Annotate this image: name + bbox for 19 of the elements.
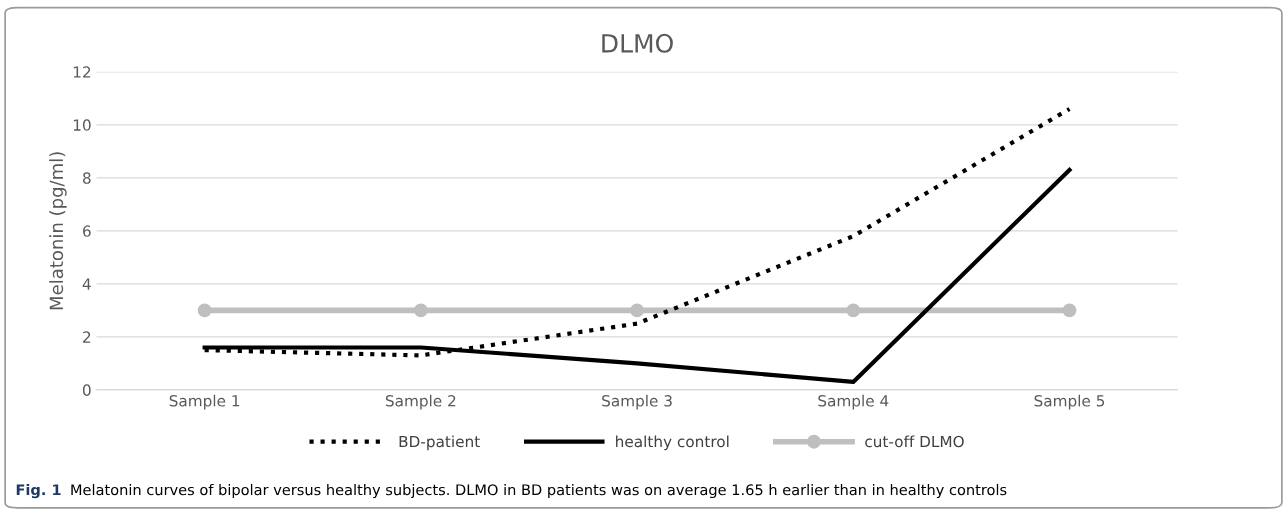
chart-title: DLMO	[602, 33, 673, 53]
y-tick-label: 2	[83, 331, 91, 343]
legend-label: BD-patient	[399, 435, 480, 451]
y-tick-label: 8	[82, 172, 91, 184]
text: Melatonin curves of bipolar versus healthy subjects. DLMO in BD patients was on average 1.65 h earlier than in healthy controls	[71, 483, 1007, 499]
y-tick-label: 6	[83, 225, 91, 237]
y-tick-label: 10	[73, 119, 91, 131]
legend-label: healthy control	[616, 435, 729, 451]
caption: Fig. 1	[16, 483, 61, 499]
y-axis-title: Melatonin (pg/ml)	[49, 152, 67, 310]
y-tick-label: 0	[82, 384, 91, 396]
y-tick-label: 12	[73, 66, 91, 78]
x-tick-label: Sample 5	[1034, 394, 1105, 410]
x-tick-label: Sample 3	[602, 394, 672, 410]
x-tick-label: Sample 2	[385, 394, 456, 410]
y-tick-label: 4	[82, 278, 91, 290]
x-tick-label: Sample 4	[818, 394, 889, 410]
x-tick-label: Sample 1	[169, 394, 240, 410]
legend-label: cut-off DLMO	[865, 435, 964, 448]
